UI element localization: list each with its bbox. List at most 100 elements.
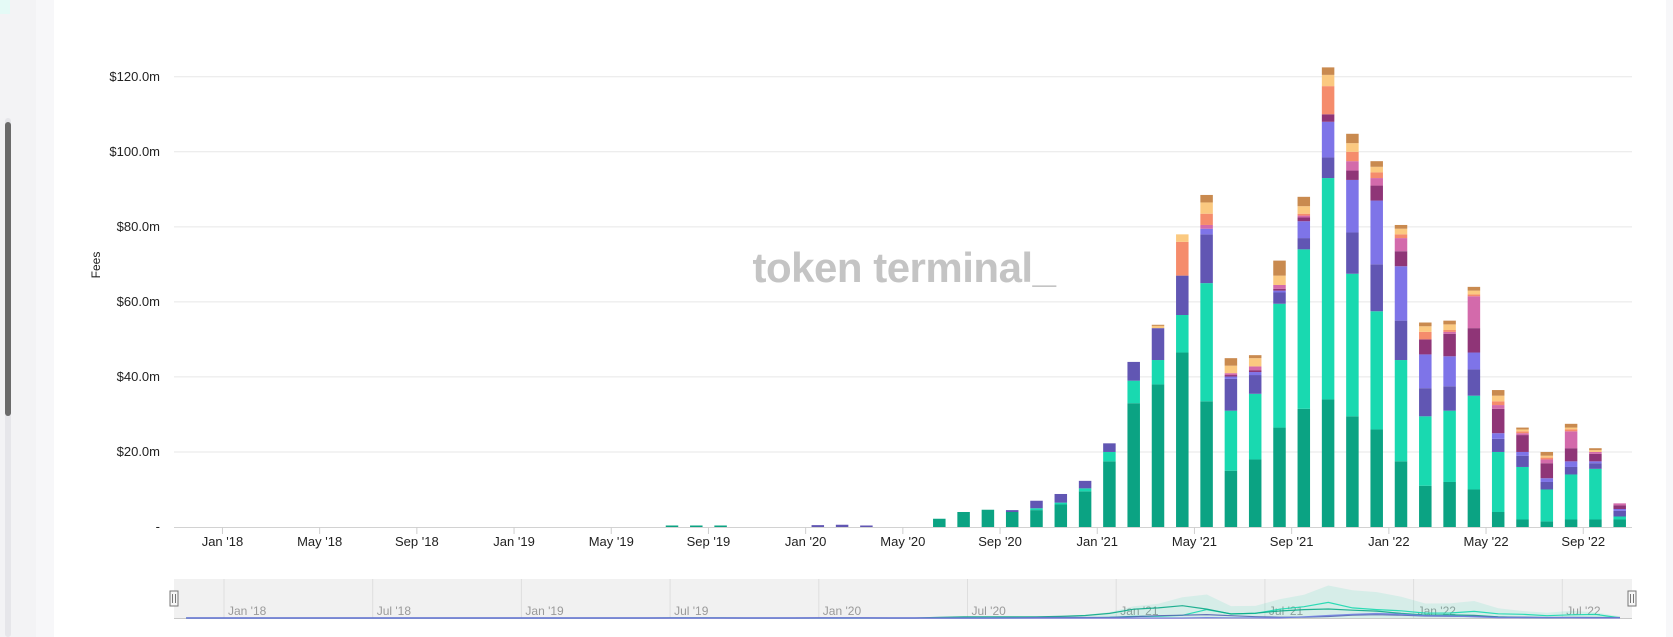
bar-segment bbox=[1491, 390, 1505, 396]
y-axis-label: Fees bbox=[89, 252, 103, 279]
bar-segment bbox=[1613, 508, 1626, 511]
bar-segment bbox=[1564, 429, 1578, 432]
bar-segment bbox=[1127, 380, 1140, 404]
bar-segment bbox=[1540, 457, 1554, 460]
bar-segment bbox=[1491, 451, 1505, 512]
bar-segment bbox=[1516, 466, 1529, 520]
bar-segment bbox=[1297, 221, 1311, 239]
bar-segment bbox=[1443, 330, 1456, 332]
bar-segment bbox=[1589, 453, 1602, 462]
bar-segment bbox=[1613, 510, 1626, 517]
navigator-left-handle[interactable] bbox=[169, 590, 179, 607]
card-border-right bbox=[1666, 0, 1673, 637]
bar-segment bbox=[1443, 356, 1456, 387]
bar-segment bbox=[1297, 217, 1311, 222]
bar-segment bbox=[1467, 328, 1481, 353]
navigator-label: Jul '19 bbox=[674, 604, 709, 618]
navigator-label: Jan '18 bbox=[228, 604, 267, 618]
grid-lines bbox=[174, 76, 1632, 528]
bar-segment bbox=[1419, 322, 1432, 327]
bar-segment bbox=[1273, 284, 1286, 289]
x-tick-label: Sep '22 bbox=[1561, 534, 1605, 549]
bar-segment bbox=[1078, 491, 1092, 527]
bar-segment bbox=[1540, 481, 1554, 490]
handle-grip[interactable] bbox=[169, 590, 179, 607]
bar-segment bbox=[1491, 395, 1505, 402]
bar-segment bbox=[1248, 372, 1262, 376]
bar-segment bbox=[1467, 489, 1481, 527]
bar-segment bbox=[1273, 275, 1286, 285]
bar-segment bbox=[860, 525, 873, 527]
bar-segment bbox=[1248, 370, 1262, 373]
bar-segment bbox=[1419, 331, 1432, 340]
bar-segment bbox=[1443, 320, 1456, 325]
sidebar-tab[interactable] bbox=[0, 0, 10, 14]
y-tick-label: $40.0m bbox=[117, 369, 160, 384]
bar-segment bbox=[1613, 516, 1626, 520]
bar-segment bbox=[1540, 478, 1554, 482]
bar-segment bbox=[1419, 326, 1432, 332]
bar-segment bbox=[1394, 251, 1408, 267]
bar-segment bbox=[1151, 325, 1165, 329]
bar-segment bbox=[1491, 511, 1505, 527]
bar-segment bbox=[1491, 438, 1505, 452]
x-tick-label: May '20 bbox=[880, 534, 925, 549]
bar-segment bbox=[1540, 463, 1554, 479]
bar-segment bbox=[1540, 455, 1554, 458]
bar-segment bbox=[1564, 423, 1578, 428]
bar-segment bbox=[1103, 443, 1116, 452]
bar-segment bbox=[1273, 427, 1286, 527]
bar-segment bbox=[1200, 194, 1213, 203]
bar-segment bbox=[1613, 505, 1626, 509]
bar-segment bbox=[1127, 403, 1140, 527]
bar-segment bbox=[1224, 378, 1238, 411]
bar-segment bbox=[1297, 249, 1311, 409]
bar-segment bbox=[1151, 384, 1165, 527]
bar-segment bbox=[665, 525, 679, 527]
scrollbar-thumb[interactable] bbox=[5, 122, 11, 416]
bar-segment bbox=[1151, 324, 1165, 326]
bar-segment bbox=[1516, 431, 1529, 434]
bar-segment bbox=[1564, 461, 1578, 467]
bar-segment bbox=[1054, 504, 1068, 527]
bar-segment bbox=[1200, 234, 1213, 284]
bar-segment bbox=[1394, 234, 1408, 239]
bar-segment bbox=[1443, 324, 1456, 331]
bar-segment bbox=[1248, 459, 1262, 527]
bar-segment bbox=[1103, 451, 1116, 462]
bar-segment bbox=[1589, 463, 1602, 469]
bar-segment bbox=[1224, 376, 1238, 379]
bar-segment bbox=[1200, 202, 1213, 214]
bar-segment bbox=[1151, 328, 1165, 361]
y-tick-label: $60.0m bbox=[117, 294, 160, 309]
bar-segment bbox=[1273, 303, 1286, 428]
bar-segment bbox=[1346, 416, 1359, 527]
bar-segment bbox=[1491, 405, 1505, 409]
bar-segment bbox=[1346, 170, 1359, 180]
handle-grip[interactable] bbox=[1627, 590, 1637, 607]
bar-segment bbox=[1516, 519, 1529, 527]
navigator-right-handle[interactable] bbox=[1627, 590, 1637, 607]
bar-segment bbox=[1516, 451, 1529, 456]
x-tick-label: Sep '20 bbox=[978, 534, 1022, 549]
bar-segment bbox=[1151, 360, 1165, 385]
bar-segment bbox=[1346, 133, 1359, 144]
x-tick-label: Sep '18 bbox=[395, 534, 439, 549]
bar-segment bbox=[1589, 448, 1602, 451]
bar-segment bbox=[957, 511, 970, 527]
bar-segment bbox=[1321, 114, 1335, 122]
watermark-logo: token terminal_ bbox=[753, 244, 1057, 291]
bar-segment bbox=[1613, 519, 1626, 527]
bar-segment bbox=[1297, 408, 1311, 527]
y-axis: - $20.0m $40.0m $60.0m $80.0m $100.0m $120.0m bbox=[109, 69, 160, 534]
left-gutter bbox=[0, 0, 36, 637]
x-tick-label: Jan '22 bbox=[1368, 534, 1410, 549]
bar-segment bbox=[1394, 360, 1408, 462]
bar-segment bbox=[1394, 320, 1408, 361]
x-axis: Jan '18 May '18 Sep '18 Jan '19 May '19 Sep '… bbox=[202, 527, 1605, 549]
x-tick-label: Jan '21 bbox=[1076, 534, 1118, 549]
bar-segment bbox=[1273, 288, 1286, 291]
bar-segment bbox=[1467, 352, 1481, 370]
navigator-label: Jul '18 bbox=[377, 604, 412, 618]
